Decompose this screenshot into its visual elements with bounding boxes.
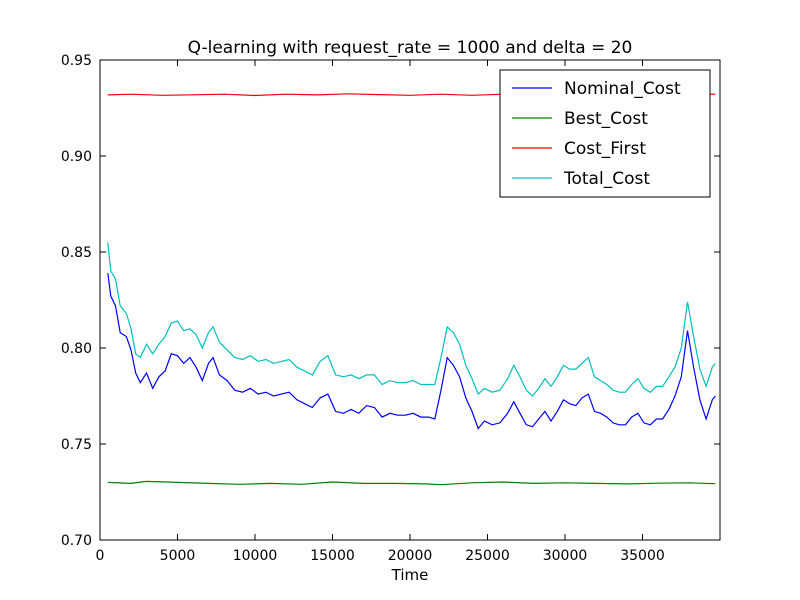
x-tick-label: 20000 bbox=[388, 548, 433, 564]
legend-label: Nominal_Cost bbox=[564, 79, 681, 99]
series-layer bbox=[107, 93, 716, 486]
legend-label: Cost_First bbox=[564, 139, 646, 159]
x-axis-label: Time bbox=[391, 566, 429, 584]
x-tick-label: 5000 bbox=[160, 548, 196, 564]
legend-box bbox=[499, 69, 711, 198]
y-tick-label: 0.95 bbox=[61, 53, 92, 69]
y-tick-label: 0.90 bbox=[61, 149, 92, 165]
x-tick-label: 0 bbox=[96, 548, 105, 564]
series-line-1 bbox=[107, 480, 716, 486]
legend-label: Total_Cost bbox=[563, 169, 650, 189]
y-tick-label: 0.80 bbox=[61, 341, 92, 357]
x-tick-label: 35000 bbox=[620, 548, 665, 564]
legend-label: Best_Cost bbox=[564, 109, 648, 129]
y-tick-label: 0.85 bbox=[61, 245, 92, 261]
ticks-layer: 0 5000 10000 15000 20000 25000 30000 35000 0.70 0… bbox=[61, 53, 720, 564]
chart-title: Q-learning with request_rate = 1000 and … bbox=[188, 38, 633, 58]
x-tick-label: 10000 bbox=[233, 548, 278, 564]
x-tick-label: 30000 bbox=[543, 548, 588, 564]
series-line-0 bbox=[107, 273, 716, 430]
x-tick-label: 25000 bbox=[465, 548, 510, 564]
series-line-3 bbox=[107, 242, 716, 397]
legend: Nominal_Cost Best_Cost Cost_First Total_Cos… bbox=[499, 69, 711, 198]
y-tick-label: 0.70 bbox=[61, 533, 92, 549]
y-tick-label: 0.75 bbox=[61, 437, 92, 453]
x-tick-label: 15000 bbox=[310, 548, 355, 564]
